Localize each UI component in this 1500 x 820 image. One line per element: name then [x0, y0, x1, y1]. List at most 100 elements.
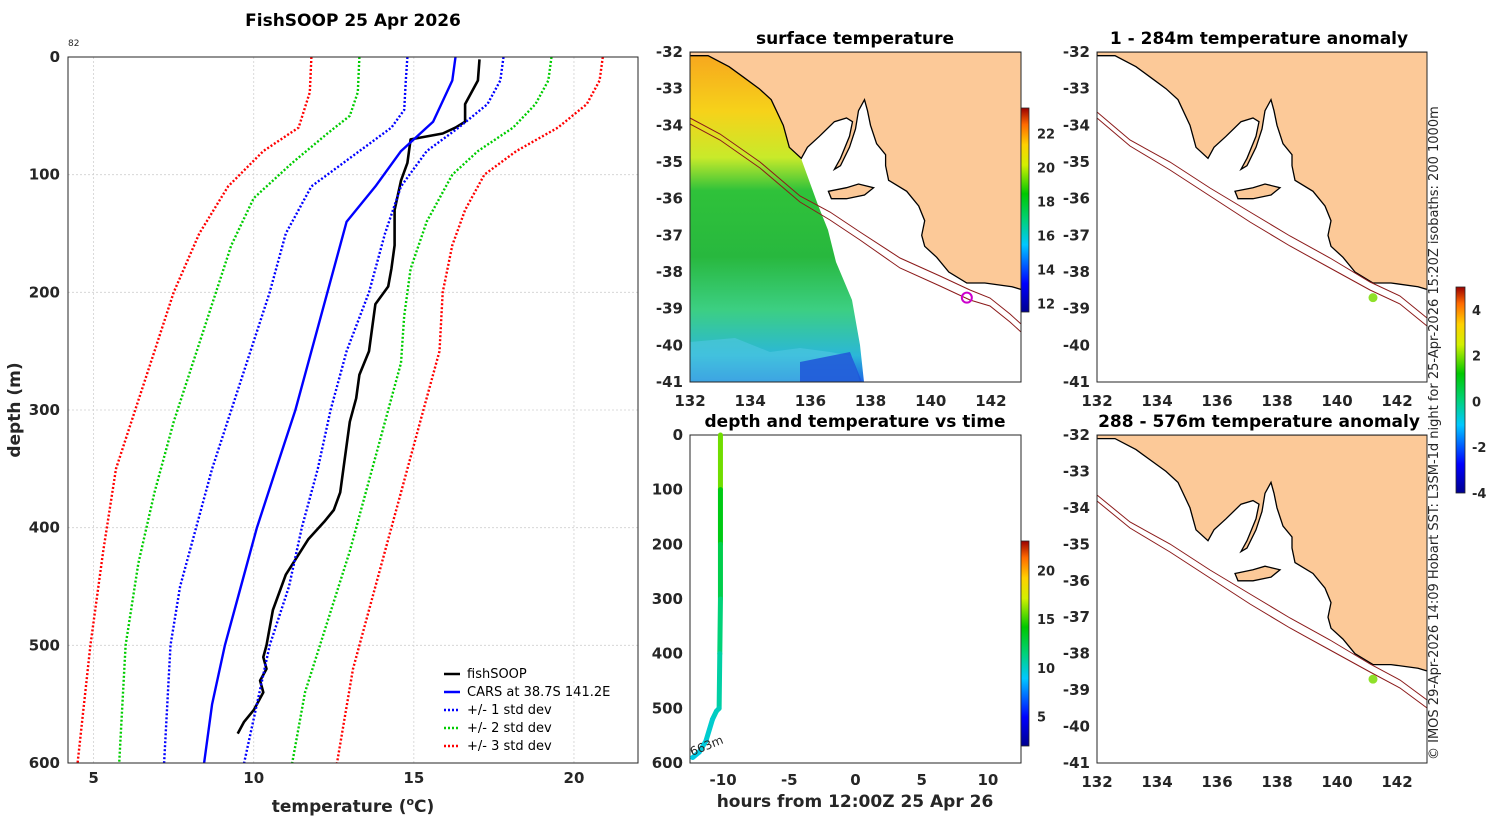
sst-map-content: [690, 52, 1021, 382]
profile-ytick-label: 0: [50, 48, 60, 66]
anom-upper-land: [1097, 52, 1427, 291]
dt-colorbar-tick-label: 5: [1037, 711, 1046, 726]
sst-ytick-label: -32: [656, 43, 683, 61]
dt-ytick-label: 500: [652, 699, 683, 717]
sst-xtick-label: 132: [674, 392, 705, 410]
sst-colorbar-tick-label: 16: [1037, 230, 1055, 245]
profile-line-cars-3sd: [335, 56, 604, 764]
dt-track-segment: [716, 651, 723, 711]
dt-colorbar: [1020, 540, 1030, 747]
anom-upper-ytick-label: -38: [1063, 263, 1090, 281]
sst-title: surface temperature: [756, 29, 954, 49]
sst-ytick-label: -36: [656, 190, 683, 208]
mainland-coast: [1097, 435, 1427, 672]
profile-xtick-label: 5: [88, 769, 98, 787]
anom-upper-ytick-label: -39: [1063, 300, 1090, 318]
profile-xlabel: temperature (oC): [272, 795, 435, 817]
sst-profile-marker: [960, 291, 973, 304]
anom-upper-xtick-label: 142: [1381, 392, 1412, 410]
profile-ytick-label: 400: [29, 519, 60, 537]
anom-lower-marker: [1368, 674, 1378, 684]
profile-ylabel: depth (m): [5, 362, 25, 457]
anom-lower-ytick-label: -38: [1063, 645, 1090, 663]
sst-colorbar-tick-label: 18: [1037, 196, 1055, 211]
profile-xtick-label: 15: [403, 769, 424, 787]
sst-ticks: 132 134 136 138 140 142 -32 -33 -34 -35 -36 -37 -38 -…: [656, 43, 1007, 410]
kangaroo-island: [1234, 183, 1282, 200]
sst-isobath-1000: [690, 123, 1021, 333]
anom-lower-ytick-label: -35: [1063, 535, 1090, 553]
profile-line-cars-2sd: [118, 56, 361, 764]
anom-upper-isobath-200: [1097, 111, 1427, 319]
anomaly-colorbar: [1455, 286, 1466, 494]
anomaly-colorbar-ticks: -4 -2 0 2 4: [1472, 304, 1486, 502]
profile-xtick-label: 10: [243, 769, 264, 787]
anom-lower-xtick-label: 142: [1381, 773, 1412, 791]
anom-upper-xtick-label: 134: [1141, 392, 1172, 410]
anom-upper-xtick-label: 138: [1261, 392, 1292, 410]
sst-ytick-label: -34: [656, 116, 683, 134]
anom-upper-axes-box: [1096, 51, 1428, 383]
dt-track-segment: [717, 596, 723, 657]
dt-colorbar-tick-label: 15: [1037, 613, 1055, 628]
profile-title: FishSOOP 25 Apr 2026: [245, 11, 461, 31]
profile-line-cars-1sd: [162, 56, 409, 764]
sst-xtick-label: 134: [735, 392, 766, 410]
profile-ytick-label: 300: [29, 401, 60, 419]
dt-ytick-label: 200: [652, 535, 683, 553]
dt-ytick-label: 400: [652, 645, 683, 663]
anom-lower-ytick-label: -36: [1063, 572, 1090, 590]
dt-ytick-label: 600: [652, 754, 683, 772]
anom-lower-xtick-label: 140: [1321, 773, 1352, 791]
anom-lower-ytick-label: -34: [1063, 499, 1090, 517]
anom-lower-xtick-label: 134: [1141, 773, 1172, 791]
anom-upper-ytick-label: -40: [1063, 336, 1090, 354]
anom-lower-ytick-label: -33: [1063, 462, 1090, 480]
sst-colorbar: [1020, 107, 1030, 313]
sst-colorbar-tick-label: 14: [1037, 264, 1055, 279]
profile-series: [76, 56, 604, 764]
anom-upper-ticks: 132 134 136 138 140 142 -32 -33 -34 -35 -36 -37 -38 -…: [1063, 43, 1413, 410]
anom-lower-ytick-label: -32: [1063, 426, 1090, 444]
profile-legend: fishSOOP CARS at 38.7S 141.2E +/- 1 std …: [444, 667, 610, 754]
legend-sd1: +/- 1 std dev: [467, 703, 552, 718]
anom-upper-isobath-1000: [1097, 117, 1427, 327]
dt-ytick-label: 100: [652, 481, 683, 499]
profile-panel: FishSOOP 25 Apr 2026 82 5 10 15 20010020030…: [5, 11, 639, 817]
dt-track-segment: [690, 749, 702, 761]
sst-ytick-label: -39: [656, 300, 683, 318]
dt-xtick-label: 0: [850, 771, 860, 789]
profile-ytick-label: 200: [29, 283, 60, 301]
dt-ytick-label: 300: [652, 590, 683, 608]
anomaly-colorbar-tick-label: 4: [1472, 304, 1481, 319]
anom-lower-ytick-label: -39: [1063, 681, 1090, 699]
sst-ytick-label: -41: [656, 373, 683, 391]
legend-sd2: +/- 2 std dev: [467, 721, 552, 736]
anom-lower-isobath-1000: [1097, 500, 1427, 709]
sst-colorbar-tick-label: 20: [1037, 162, 1055, 177]
sst-xtick-label: 136: [795, 392, 826, 410]
sst-xtick-label: 142: [975, 392, 1006, 410]
sst-map-panel: surface temperature 132 134 136 138 140 142 -3…: [656, 29, 1055, 410]
dt-xtick-label: 10: [977, 771, 998, 789]
anom-lower-xtick-label: 138: [1261, 773, 1292, 791]
anom-upper-ytick-label: -37: [1063, 226, 1090, 244]
sst-xtick-label: 138: [855, 392, 886, 410]
anom-upper-xtick-label: 136: [1201, 392, 1232, 410]
anom-upper-marker: [1368, 293, 1378, 303]
legend-sd3: +/- 3 std dev: [467, 739, 552, 754]
profile-axes-box: [67, 56, 639, 764]
anom-lower-isobath-200: [1097, 494, 1427, 701]
sst-isobath-200: [690, 117, 1021, 325]
anomaly-colorbar-tick-label: 0: [1472, 395, 1481, 410]
dt-colorbar-ticks: 5 10 15 20: [1037, 564, 1055, 725]
anom-upper-xtick-label: 132: [1081, 392, 1112, 410]
sst-ytick-label: -35: [656, 153, 683, 171]
dt-colorbar-tick-label: 20: [1037, 564, 1055, 579]
anom-lower-title: 288 - 576m temperature anomaly: [1098, 412, 1420, 432]
dt-xtick-label: -5: [781, 771, 798, 789]
anom-lower-axes-box: [1096, 434, 1428, 764]
kangaroo-island: [1234, 565, 1282, 582]
profile-line-cars-1sd: [242, 56, 505, 764]
